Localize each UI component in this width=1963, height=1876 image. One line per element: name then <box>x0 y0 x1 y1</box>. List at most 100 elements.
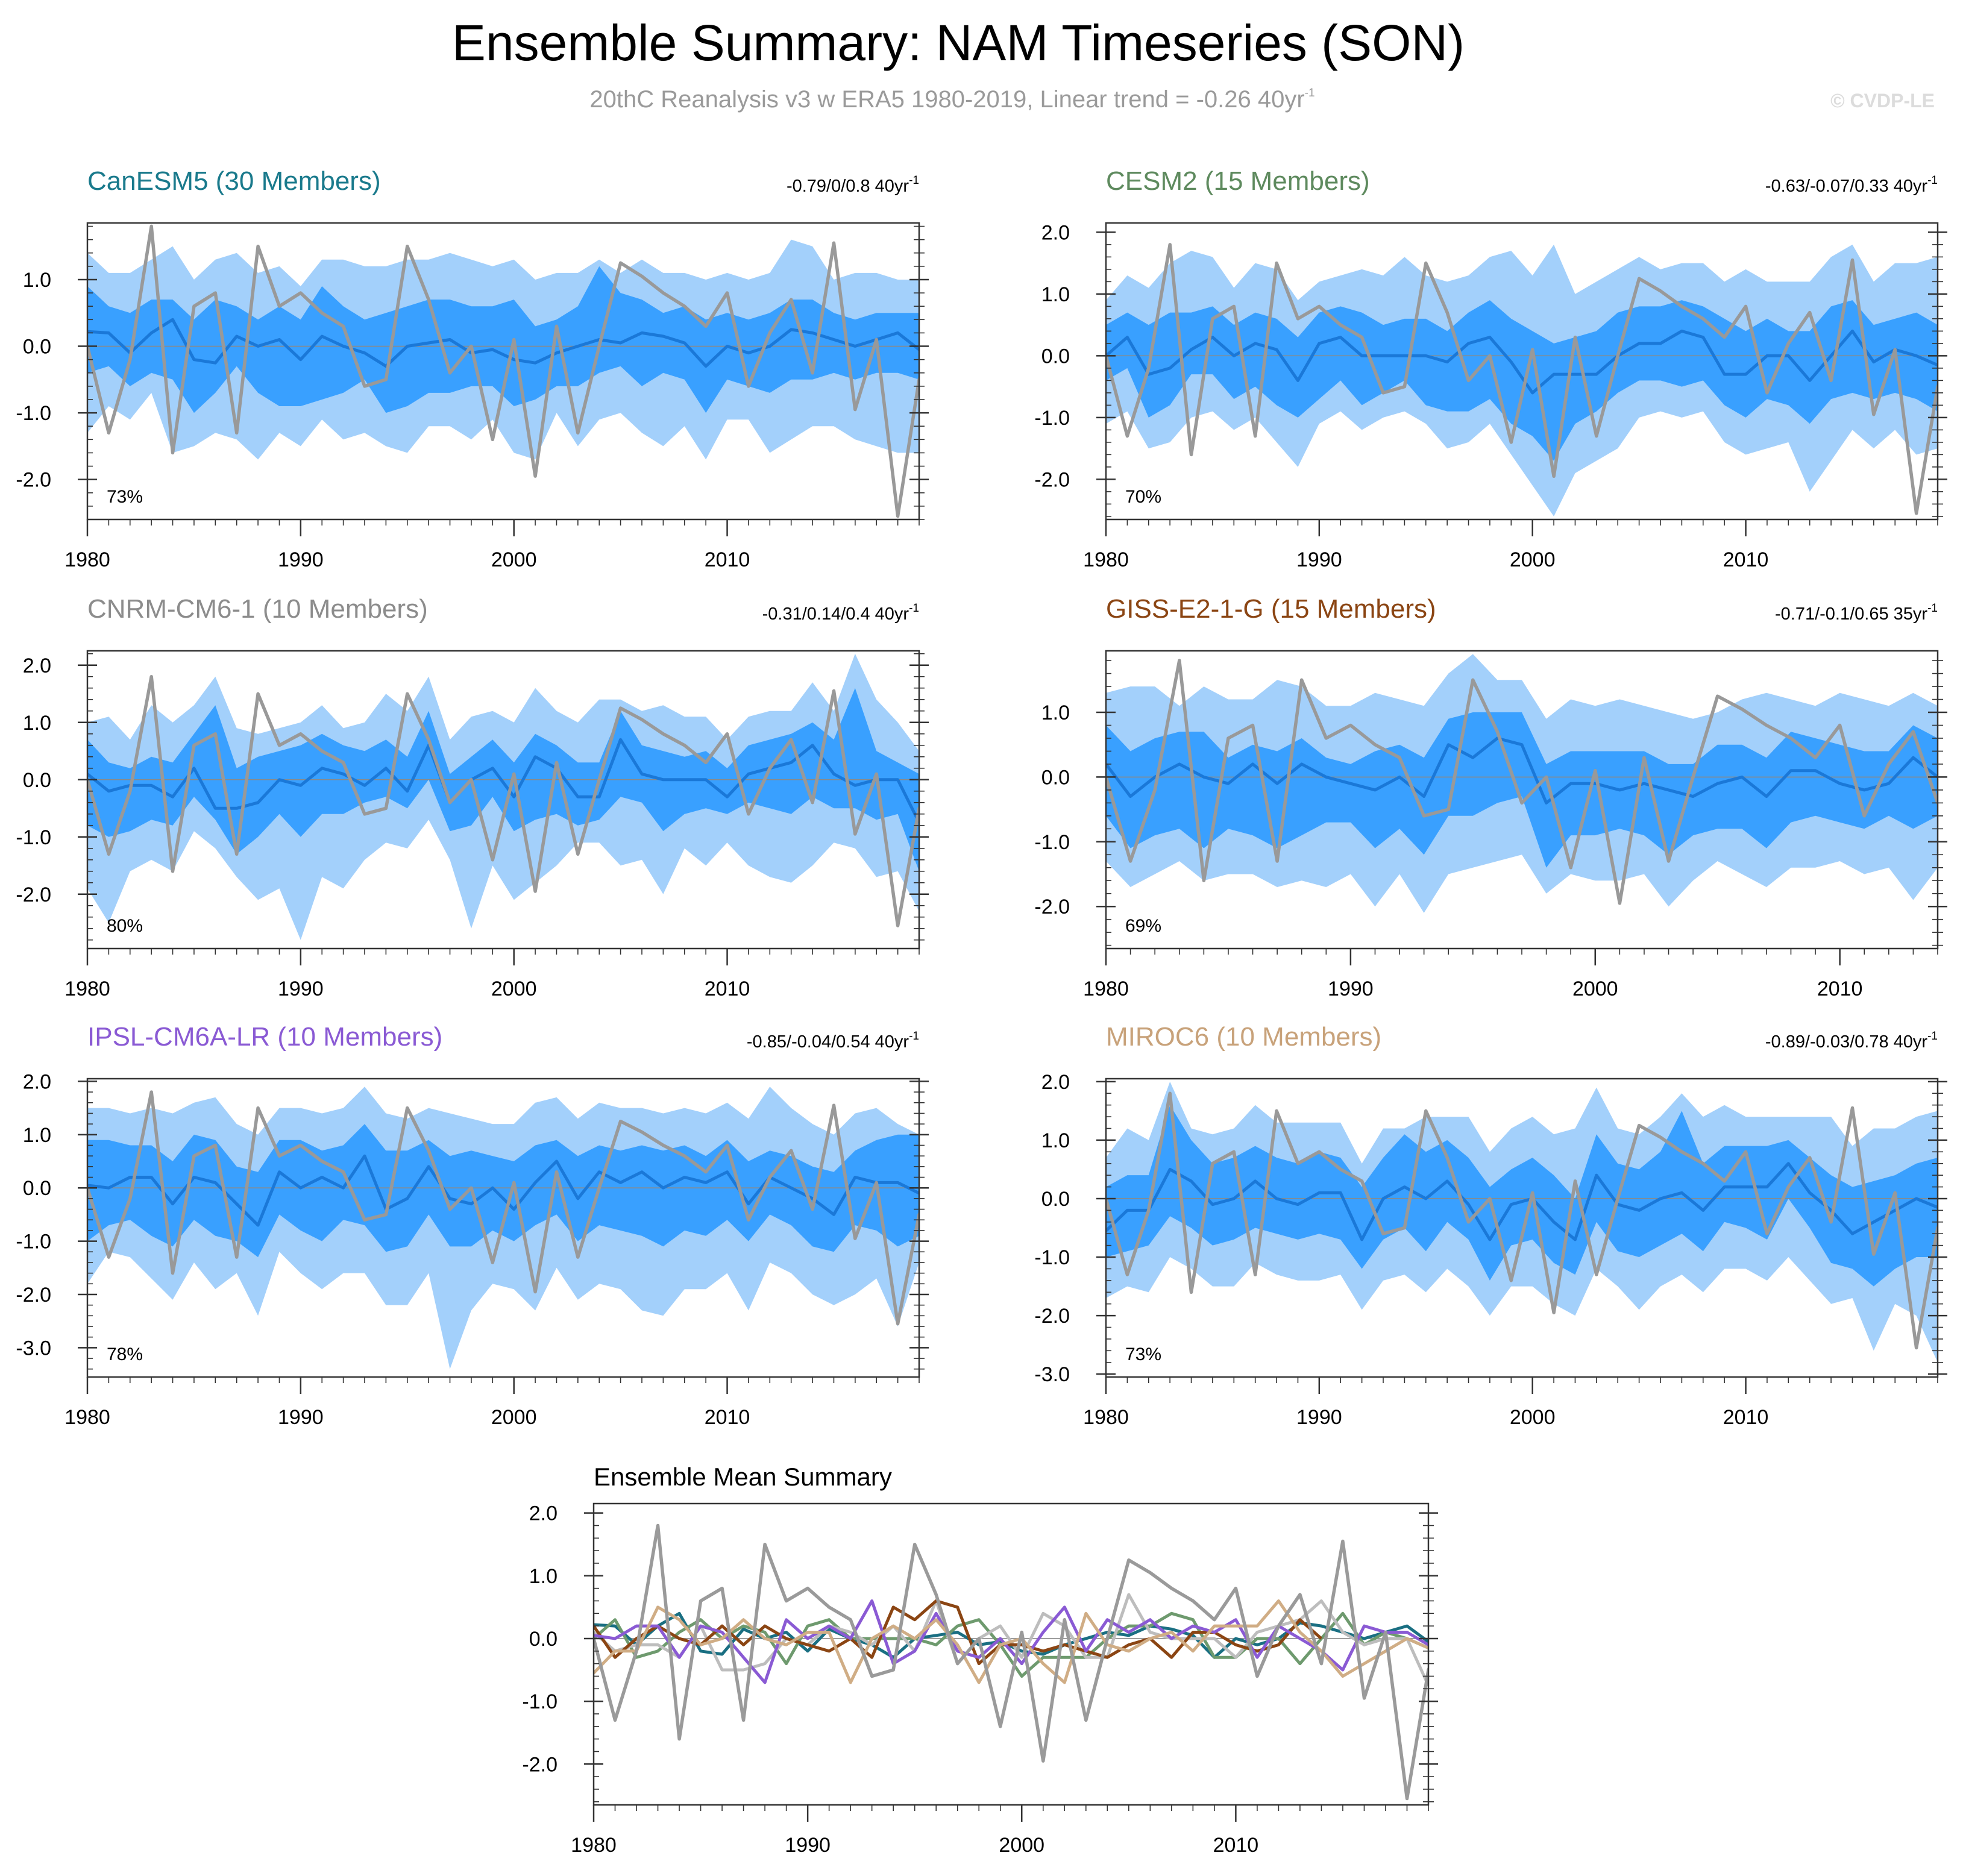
y-tick-label: 1.0 <box>23 269 51 292</box>
percent-label: 80% <box>107 916 143 936</box>
x-tick-label: 1990 <box>1296 548 1342 571</box>
chart-panel: MIROC6 (10 Members) -0.89/-0.03/0.78 40yr… <box>1034 1022 1947 1429</box>
trend-label: -0.71/-0.1/0.65 35yr-1 <box>1775 602 1938 624</box>
x-tick-label: 1990 <box>1296 1406 1342 1429</box>
chart-title: CNRM-CM6-1 (10 Members) <box>87 594 428 624</box>
y-tick-label: -2.0 <box>16 469 51 492</box>
y-tick-label: 1.0 <box>1041 1129 1070 1152</box>
plot-area <box>594 1523 1428 1801</box>
trend-label: -0.79/0/0.8 40yr-1 <box>787 174 919 196</box>
x-tick-label: 2000 <box>491 977 537 1000</box>
y-tick-label: 1.0 <box>529 1565 557 1588</box>
chart-panel: CNRM-CM6-1 (10 Members) -0.31/0.14/0.4 40… <box>16 594 929 1000</box>
spread-band-25-75 <box>1106 300 1938 461</box>
y-tick-label: -1.0 <box>1034 831 1070 854</box>
trend-sup: -1 <box>1927 174 1938 187</box>
y-tick-label: -1.0 <box>16 826 51 849</box>
chart-title: Ensemble Mean Summary <box>594 1463 892 1491</box>
chart-panel: CESM2 (15 Members) -0.63/-0.07/0.33 40yr-… <box>1034 166 1947 571</box>
y-tick-label: 0.0 <box>529 1628 557 1651</box>
y-tick-label: 2.0 <box>23 654 51 677</box>
x-tick-label: 2010 <box>1817 977 1863 1000</box>
y-tick-label: 2.0 <box>1041 1071 1070 1094</box>
axis-frame <box>86 650 920 950</box>
percent-label: 78% <box>107 1344 143 1364</box>
x-tick-label: 2000 <box>1510 548 1556 571</box>
x-tick-label: 1990 <box>278 1406 324 1429</box>
observations-line <box>1106 659 1938 905</box>
series-line-miroc6 <box>594 1599 1428 1684</box>
ensemble-mean-line <box>1106 1162 1938 1241</box>
y-tick-label: 0.0 <box>1041 766 1070 789</box>
y-tick-label: 0.0 <box>1041 1188 1070 1211</box>
observations-line <box>87 1090 919 1326</box>
axis-frame <box>1105 1078 1939 1378</box>
figure-subtitle: 20thC Reanalysis v3 w ERA5 1980-2019, Li… <box>589 86 1314 113</box>
observations-line <box>87 675 919 927</box>
chart-title: CanESM5 (30 Members) <box>87 166 381 196</box>
axis-frame <box>86 1078 920 1378</box>
x-tick-label: 1980 <box>571 1834 617 1857</box>
x-tick-label: 1980 <box>64 1406 110 1429</box>
y-tick-label: -2.0 <box>1034 896 1070 918</box>
trend-sup: -1 <box>909 602 919 615</box>
y-tick-label: -1.0 <box>16 1231 51 1253</box>
trend-text: -0.63/-0.07/0.33 40yr <box>1765 177 1928 196</box>
x-tick-label: 1980 <box>1083 548 1129 571</box>
x-tick-label: 1990 <box>278 548 324 571</box>
chart-title: CESM2 (15 Members) <box>1106 166 1370 196</box>
x-tick-label: 2010 <box>1723 1406 1769 1429</box>
x-tick-label: 2000 <box>999 1834 1044 1857</box>
y-tick-label: -2.0 <box>16 1284 51 1307</box>
x-tick-label: 2010 <box>1723 548 1769 571</box>
credit-watermark: © CVDP-LE <box>1830 90 1935 111</box>
axis-frame <box>592 1502 1430 1806</box>
x-tick-label: 2000 <box>491 1406 537 1429</box>
y-tick-label: -2.0 <box>1034 1305 1070 1328</box>
y-tick-label: -1.0 <box>522 1690 557 1713</box>
y-tick-label: 2.0 <box>529 1502 557 1525</box>
trend-label: -0.63/-0.07/0.33 40yr-1 <box>1765 174 1938 196</box>
x-tick-label: 1980 <box>1083 1406 1129 1429</box>
x-tick-label: 2000 <box>491 548 537 571</box>
spread-band-25-75 <box>87 266 919 413</box>
ensemble-mean-line <box>87 738 919 824</box>
axis-frame <box>86 222 920 521</box>
trend-text: -0.79/0/0.8 40yr <box>787 177 909 196</box>
ensemble-mean-line <box>87 318 919 368</box>
x-tick-label: 2000 <box>1510 1406 1556 1429</box>
x-tick-label: 1990 <box>1328 977 1374 1000</box>
y-tick-label: 0.0 <box>1041 345 1070 368</box>
x-tick-label: 2010 <box>1213 1834 1259 1857</box>
plot-area <box>87 1087 919 1369</box>
trend-sup: -1 <box>1927 1030 1938 1043</box>
y-tick-label: -3.0 <box>1034 1363 1070 1386</box>
series-line-cesm2 <box>594 1611 1428 1678</box>
percent-label: 73% <box>107 487 143 507</box>
chart-title: IPSL-CM6A-LR (10 Members) <box>87 1022 442 1052</box>
spread-band-25-75 <box>1106 712 1938 868</box>
y-tick-label: 1.0 <box>1041 701 1070 724</box>
trend-label: -0.85/-0.04/0.54 40yr-1 <box>747 1030 919 1052</box>
x-tick-label: 1980 <box>1083 977 1129 1000</box>
x-tick-label: 2010 <box>705 1406 750 1429</box>
chart-panel: Ensemble Mean Summary 2.0 1.0 0.0 -1.0 -2.0 19… <box>522 1463 1438 1857</box>
axis-frame <box>1105 222 1939 521</box>
observations-line <box>1106 1091 1938 1350</box>
x-tick-label: 1990 <box>785 1834 831 1857</box>
x-tick-label: 1980 <box>64 977 110 1000</box>
y-tick-label: -2.0 <box>16 883 51 906</box>
ensemble-mean-line <box>1106 736 1938 805</box>
chart-panel: GISS-E2-1-G (15 Members) -0.71/-0.1/0.65 … <box>1034 594 1947 1000</box>
x-tick-label: 1980 <box>64 548 110 571</box>
percent-label: 73% <box>1125 1344 1161 1364</box>
percent-label: 70% <box>1125 487 1161 507</box>
y-tick-label: 0.0 <box>23 1177 51 1200</box>
x-tick-label: 2000 <box>1572 977 1618 1000</box>
panels: CanESM5 (30 Members) -0.79/0/0.8 40yr-11.… <box>16 166 1947 1857</box>
y-tick-label: -2.0 <box>522 1753 557 1776</box>
y-tick-label: -1.0 <box>1034 1246 1070 1269</box>
subtitle-text: 20thC Reanalysis v3 w ERA5 1980-2019, Li… <box>589 86 1304 113</box>
trend-text: -0.71/-0.1/0.65 35yr <box>1775 604 1927 624</box>
